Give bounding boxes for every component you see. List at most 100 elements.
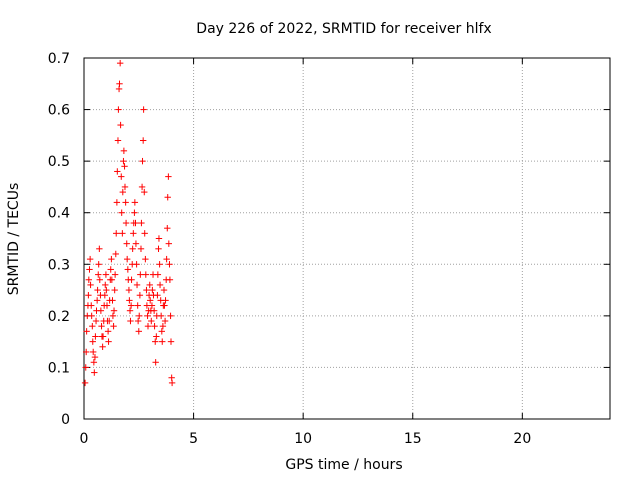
data-point <box>151 322 158 330</box>
data-point <box>164 194 171 201</box>
x-tick-label: 0 <box>80 431 89 447</box>
data-point <box>90 359 98 366</box>
data-point <box>134 302 141 309</box>
data-point <box>92 333 99 340</box>
data-point <box>138 183 146 191</box>
x-tick-label: 5 <box>189 431 198 447</box>
plot-frame <box>83 57 611 420</box>
data-point <box>111 286 118 294</box>
data-point <box>87 281 94 289</box>
data-point <box>152 359 159 366</box>
data-point <box>82 348 90 356</box>
data-point <box>116 80 123 87</box>
grid <box>84 58 610 419</box>
data-point <box>98 322 105 330</box>
data-point <box>133 281 141 289</box>
data-point <box>137 245 145 253</box>
data-point <box>165 173 172 180</box>
data-point <box>130 230 137 237</box>
data-point <box>85 276 93 283</box>
data-point <box>105 338 112 345</box>
data-point <box>148 302 156 309</box>
data-point <box>128 276 135 283</box>
x-tick-label: 20 <box>513 431 531 447</box>
data-point <box>99 343 106 350</box>
data-point <box>126 307 134 314</box>
data-point <box>90 348 97 356</box>
data-point <box>123 255 131 263</box>
data-point <box>101 292 109 299</box>
data-point <box>127 302 135 309</box>
data-point <box>161 317 169 325</box>
data-point <box>106 317 113 325</box>
data-point <box>155 235 163 242</box>
data-point <box>155 245 162 253</box>
data-point <box>119 230 126 237</box>
data-point <box>136 312 143 320</box>
data-point <box>154 271 162 278</box>
data-point <box>127 317 134 325</box>
data-point <box>124 266 132 273</box>
x-tick-label: 15 <box>404 431 422 447</box>
data-point <box>103 286 110 294</box>
data-point <box>161 302 168 309</box>
data-point <box>96 276 103 283</box>
data-point <box>109 297 116 304</box>
data-point <box>107 266 114 273</box>
data-point <box>89 322 96 330</box>
data-point <box>110 307 118 314</box>
axis-tick-labels: 0 5 10 15 20 0 0.1 0.2 0.3 0.4 0.5 0.6 0.7 <box>48 51 532 447</box>
data-point <box>166 276 174 283</box>
data-point <box>95 261 102 268</box>
data-point <box>126 297 133 304</box>
data-point <box>140 106 147 113</box>
y-tick-label: 0.6 <box>48 103 70 119</box>
data-point <box>121 163 128 170</box>
data-point <box>111 271 119 278</box>
data-point <box>165 240 173 247</box>
y-tick-label: 0.5 <box>48 154 70 170</box>
data-point <box>144 322 152 330</box>
data-point <box>108 276 116 283</box>
data-point <box>95 271 102 278</box>
data-point <box>144 312 151 320</box>
x-axis-label: GPS time / hours <box>285 457 402 473</box>
data-point <box>157 312 165 320</box>
data-point <box>104 328 112 335</box>
data-point <box>158 328 166 335</box>
data-point <box>86 266 93 273</box>
data-point <box>168 379 176 387</box>
data-point <box>94 286 101 294</box>
y-axis-label: SRMTID / TECUs <box>6 183 22 296</box>
data-point <box>159 338 166 345</box>
x-tick-label: 10 <box>294 431 312 447</box>
data-point <box>103 302 111 309</box>
data-point <box>132 240 140 247</box>
data-point <box>132 219 139 227</box>
data-point <box>102 281 109 289</box>
data-point <box>162 297 169 304</box>
data-point <box>134 317 142 325</box>
y-tick-label: 0.4 <box>48 206 70 222</box>
data-point <box>167 312 174 320</box>
data-point <box>150 307 158 314</box>
data-point <box>139 137 147 144</box>
data-point <box>152 338 159 345</box>
data-point <box>122 219 130 227</box>
data-point <box>160 286 168 294</box>
data-point <box>138 219 145 227</box>
data-point <box>164 224 171 232</box>
data-point <box>146 297 154 304</box>
data-point <box>112 250 119 258</box>
data-point <box>125 286 133 294</box>
data-point <box>167 338 175 345</box>
data-point <box>120 157 127 165</box>
data-point <box>118 173 125 180</box>
data-point <box>81 379 89 387</box>
data-point <box>91 369 98 376</box>
data-point <box>159 322 167 330</box>
data-point <box>131 199 139 206</box>
data-point <box>146 281 153 289</box>
data-point <box>110 322 117 330</box>
